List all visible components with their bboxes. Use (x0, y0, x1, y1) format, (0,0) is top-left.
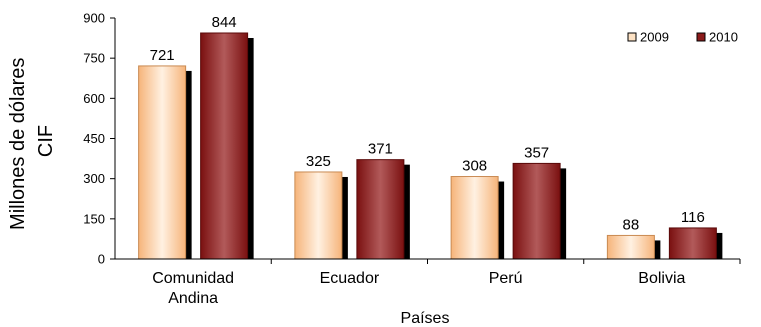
bar-2009 (138, 65, 187, 260)
y-tick-label: 750 (83, 51, 105, 66)
y-tick-label: 150 (83, 211, 105, 226)
data-label: 357 (524, 144, 549, 161)
y-axis-label-line-2: CIF (35, 125, 57, 157)
bar-2010 (512, 162, 561, 260)
bar-2010 (668, 227, 717, 260)
y-axis-label: Millones de dólares CIF (7, 52, 57, 230)
legend-label-2009: 2009 (640, 30, 669, 45)
category-labels: Comunidad Andina Ecuador Perú Bolivia (152, 259, 741, 307)
category-label: Ecuador (320, 270, 380, 287)
y-tick-label: 600 (83, 91, 105, 106)
category-label: Perú (489, 270, 523, 287)
data-label: 371 (368, 141, 393, 158)
bar-2009 (450, 176, 499, 260)
data-label: 308 (462, 158, 487, 175)
data-label: 721 (150, 47, 175, 64)
legend: 2009 2010 (627, 30, 738, 45)
y-tick-label: 300 (83, 171, 105, 186)
category-label: Comunidad (152, 270, 234, 287)
bar-2010 (356, 159, 405, 260)
y-tick-label: 450 (83, 131, 105, 146)
legend-swatch-2010 (696, 32, 706, 42)
data-label: 88 (623, 216, 640, 233)
data-label: 116 (681, 209, 705, 226)
bar-2009 (294, 171, 343, 260)
bar-2010 (200, 32, 249, 260)
legend-label-2010: 2010 (709, 30, 738, 45)
data-label: 844 (212, 14, 237, 31)
x-axis-label: Países (401, 310, 450, 327)
bars: 721 844 325 371 308 357 88 116 (138, 14, 723, 260)
bar-2009 (606, 234, 655, 260)
category-label: Andina (168, 290, 218, 307)
data-label: 325 (306, 153, 331, 170)
y-axis-ticks: 0 150 300 450 600 750 900 (83, 11, 115, 267)
category-label: Bolivia (638, 270, 685, 287)
y-tick-label: 900 (83, 11, 105, 26)
y-axis-label-line-1: Millones de dólares (7, 58, 29, 230)
y-tick-label: 0 (98, 252, 105, 267)
legend-swatch-2009 (627, 32, 637, 42)
